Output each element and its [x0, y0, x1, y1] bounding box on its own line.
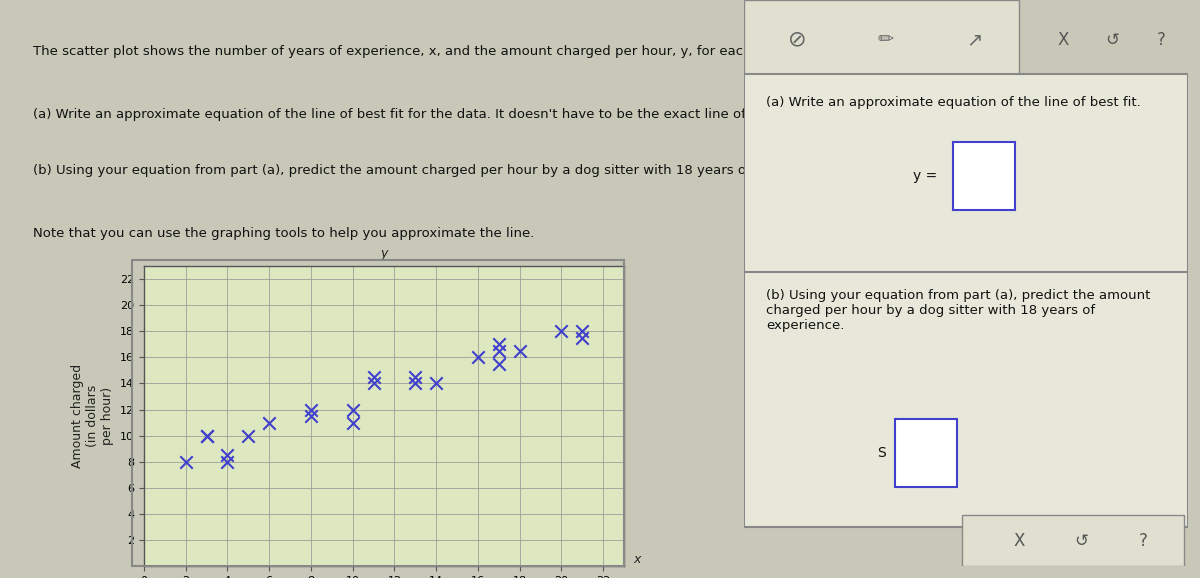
- Point: [343, 418, 362, 427]
- Point: [218, 451, 238, 460]
- Point: [218, 457, 238, 466]
- Point: [259, 418, 278, 427]
- Point: [552, 327, 571, 336]
- Point: [406, 379, 425, 388]
- Text: ↗: ↗: [967, 30, 983, 49]
- Text: ↺: ↺: [1105, 31, 1120, 49]
- Text: ?: ?: [1139, 532, 1148, 550]
- Text: X: X: [1058, 31, 1069, 49]
- Text: (b) Using your equation from part (a), predict the amount
charged per hour by a : (b) Using your equation from part (a), p…: [767, 289, 1151, 332]
- Text: Note that you can use the graphing tools to help you approximate the line.: Note that you can use the graphing tools…: [34, 227, 535, 240]
- Text: y: y: [380, 247, 388, 260]
- Point: [490, 340, 509, 349]
- Point: [364, 379, 383, 388]
- FancyBboxPatch shape: [895, 419, 958, 487]
- Point: [490, 360, 509, 369]
- Point: [176, 457, 196, 466]
- Text: (a) Write an approximate equation of the line of best fit for the data. It doesn: (a) Write an approximate equation of the…: [34, 108, 802, 121]
- Point: [572, 327, 592, 336]
- Text: ?: ?: [1157, 31, 1165, 49]
- FancyBboxPatch shape: [744, 73, 1188, 277]
- Point: [301, 405, 320, 414]
- Point: [364, 372, 383, 381]
- Text: ↺: ↺: [1074, 532, 1088, 550]
- Point: [572, 333, 592, 342]
- FancyBboxPatch shape: [744, 272, 1188, 527]
- Text: S: S: [877, 446, 886, 460]
- Point: [406, 372, 425, 381]
- Point: [426, 379, 445, 388]
- FancyBboxPatch shape: [961, 516, 1183, 566]
- Point: [197, 431, 216, 440]
- Text: (a) Write an approximate equation of the line of best fit.: (a) Write an approximate equation of the…: [767, 97, 1141, 109]
- Point: [239, 431, 258, 440]
- Text: y =: y =: [913, 169, 937, 183]
- Text: (b) Using your equation from part (a), predict the amount charged per hour by a : (b) Using your equation from part (a), p…: [34, 164, 834, 177]
- Point: [510, 346, 529, 355]
- Text: ⊘: ⊘: [788, 29, 806, 50]
- Point: [197, 431, 216, 440]
- Text: X: X: [1014, 532, 1025, 550]
- FancyBboxPatch shape: [953, 142, 1015, 210]
- Y-axis label: Amount charged
(in dollars
per hour): Amount charged (in dollars per hour): [72, 364, 114, 468]
- Text: x: x: [634, 554, 641, 566]
- FancyBboxPatch shape: [744, 0, 1019, 79]
- Text: The scatter plot shows the number of years of experience, x, and the amount char: The scatter plot shows the number of yea…: [34, 46, 941, 58]
- Point: [301, 412, 320, 421]
- Point: [343, 405, 362, 414]
- Text: ✏: ✏: [878, 30, 894, 49]
- Point: [490, 346, 509, 355]
- Point: [468, 353, 487, 362]
